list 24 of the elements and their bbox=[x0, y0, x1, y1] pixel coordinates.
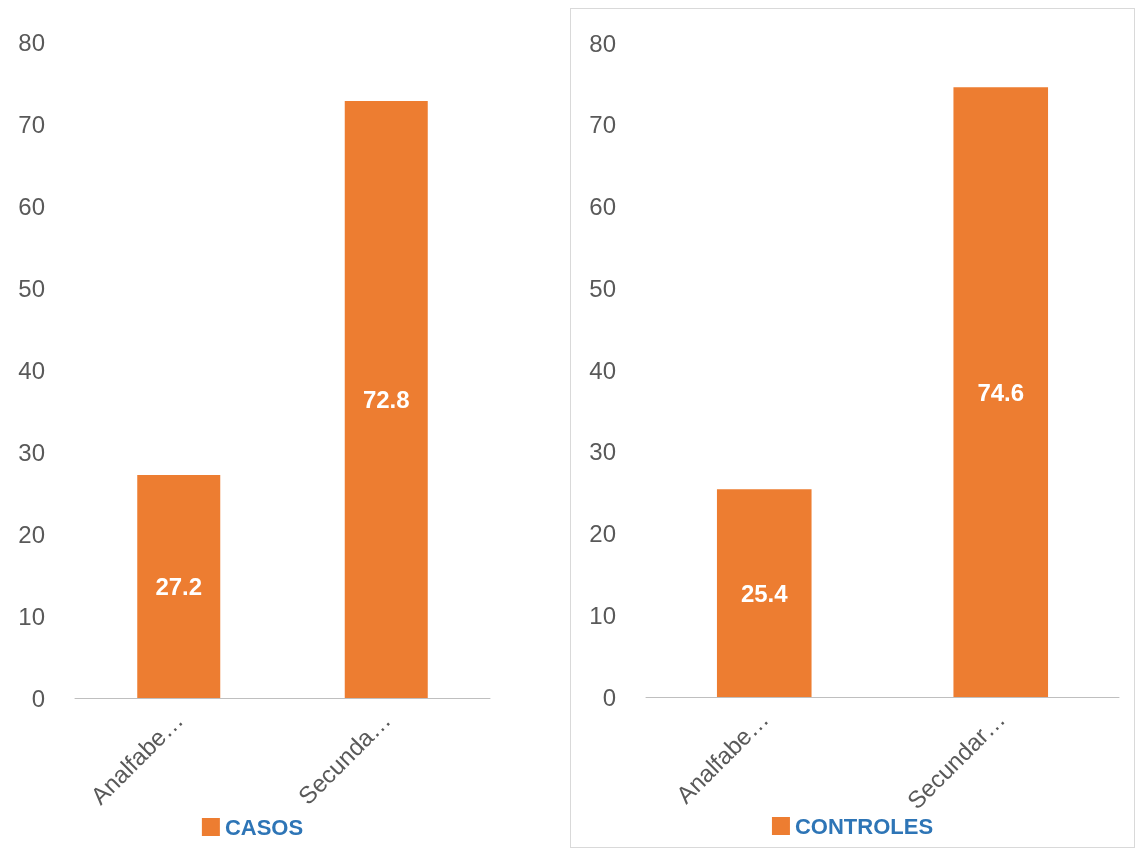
y-tick-label: 0 bbox=[31, 684, 45, 712]
data-label: 72.8 bbox=[362, 386, 410, 414]
legend-label: CASOS bbox=[224, 814, 304, 840]
data-label: 27.2 bbox=[155, 572, 203, 600]
y-tick-label: 80 bbox=[589, 29, 616, 57]
y-tick-label: 40 bbox=[18, 356, 45, 384]
data-label: 25.4 bbox=[740, 579, 789, 607]
y-tick-label: 70 bbox=[18, 110, 45, 138]
y-tick-label: 50 bbox=[18, 274, 45, 302]
y-tick-label: 10 bbox=[18, 602, 45, 630]
y-tick-label: 60 bbox=[18, 192, 45, 220]
y-tick-label: 50 bbox=[589, 274, 616, 302]
y-tick-label: 30 bbox=[18, 438, 45, 466]
legend-label: CONTROLES bbox=[794, 813, 934, 839]
y-tick-label: 10 bbox=[589, 601, 616, 629]
y-tick-label: 20 bbox=[18, 520, 45, 548]
y-tick-label: 70 bbox=[589, 111, 616, 139]
data-label: 74.6 bbox=[977, 378, 1025, 406]
y-tick-label: 30 bbox=[589, 438, 616, 466]
y-tick-label: 60 bbox=[589, 193, 616, 220]
y-tick-label: 0 bbox=[602, 683, 616, 711]
y-tick-label: 80 bbox=[18, 28, 45, 56]
y-tick-label: 20 bbox=[589, 520, 616, 547]
y-tick-label: 40 bbox=[589, 356, 616, 384]
